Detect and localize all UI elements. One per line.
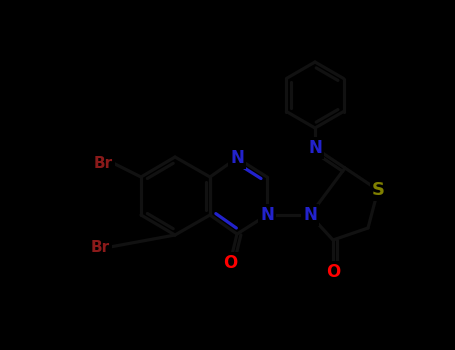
Text: S: S: [371, 181, 384, 199]
Text: O: O: [223, 254, 237, 272]
Text: N: N: [303, 206, 317, 224]
Text: O: O: [326, 263, 340, 281]
Text: N: N: [230, 149, 244, 167]
Text: Br: Br: [94, 155, 113, 170]
Text: N: N: [308, 139, 322, 157]
Text: Br: Br: [91, 239, 110, 254]
Text: N: N: [260, 206, 274, 224]
